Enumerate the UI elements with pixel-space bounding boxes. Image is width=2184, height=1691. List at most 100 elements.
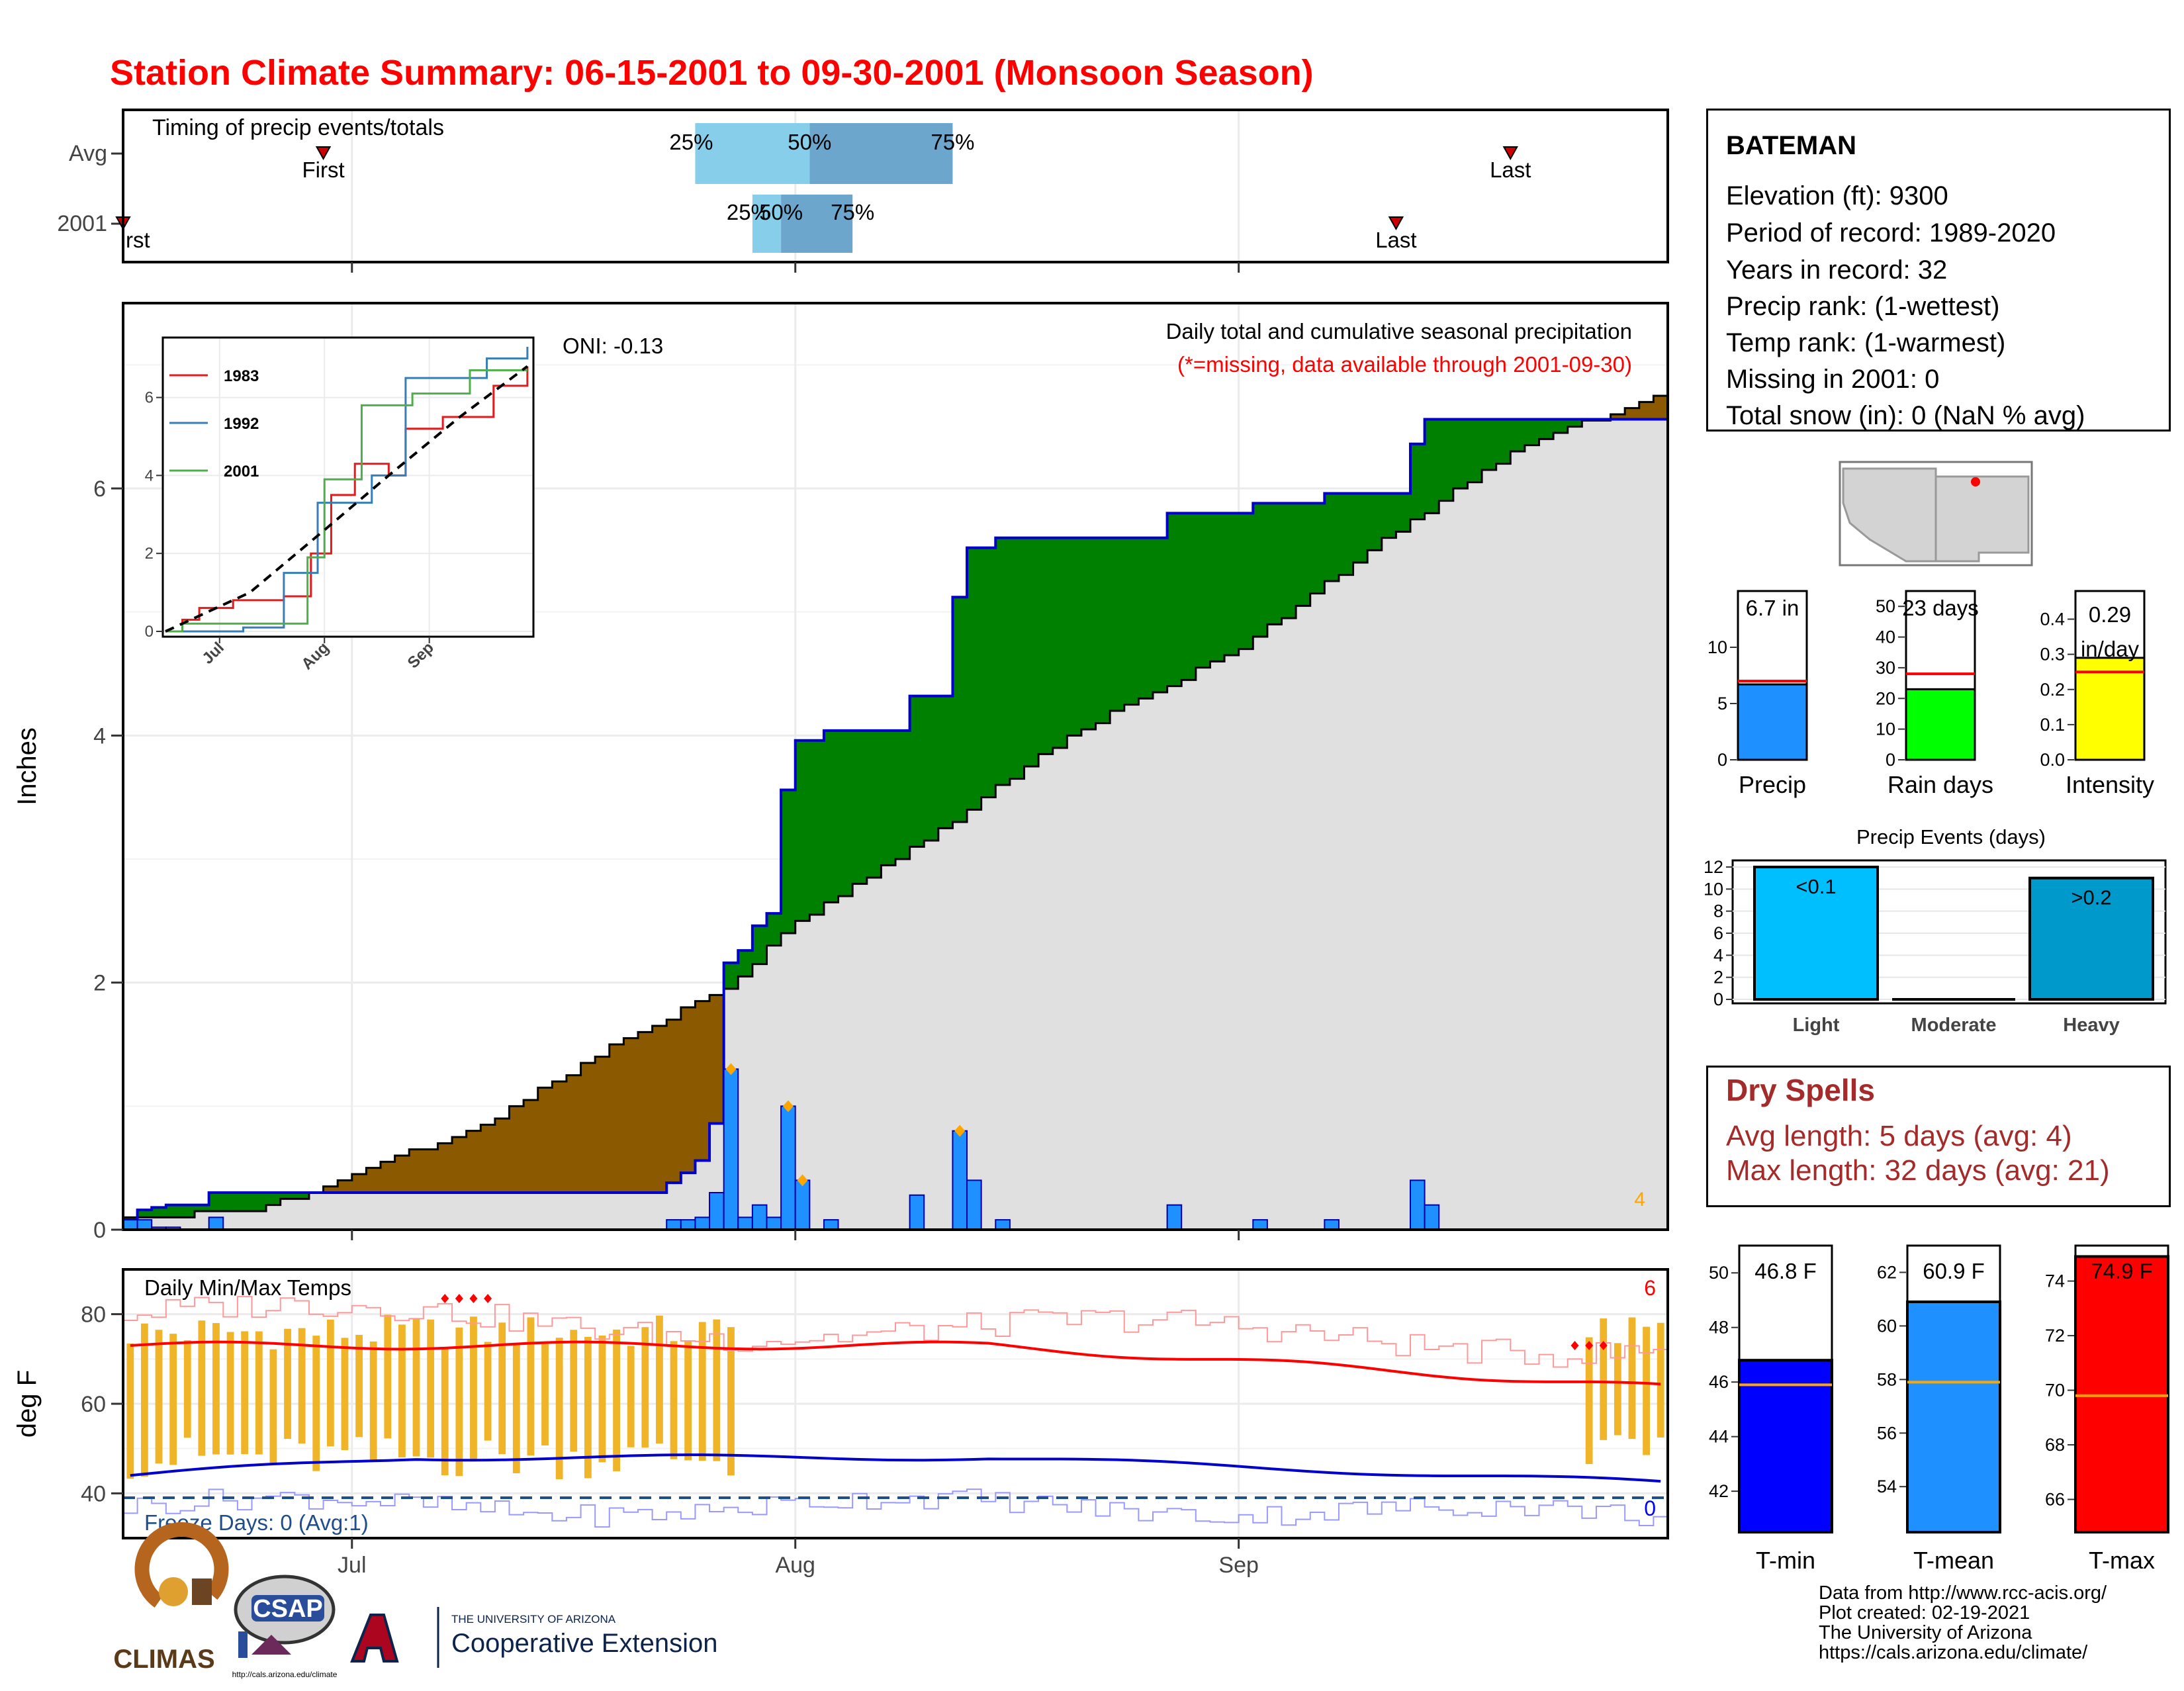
summary-tick-label-1-2: 20: [1876, 688, 1895, 708]
daily-temp-range-bar: [1657, 1322, 1664, 1438]
events-bar-label-0: <0.1: [1796, 875, 1836, 898]
temp-summary-tick-label-1-3: 60: [1877, 1316, 1897, 1336]
temp-panel-title: Daily Min/Max Temps: [144, 1275, 351, 1300]
precip-surplus-segment: [1453, 419, 1469, 488]
daily-temp-range-bar: [226, 1332, 234, 1455]
precip-ytick-label-2: 4: [93, 723, 106, 749]
summary-bars: 0 5 10 6.7 in Precip 0 10 20 30 40 50 23 days Rain d…: [1707, 590, 2154, 798]
precip-surplus-segment: [1496, 419, 1511, 464]
precip-panel-subtitle: (*=missing, data available through 2001-…: [1177, 352, 1632, 377]
inset-ytick-label-3: 6: [145, 389, 154, 407]
daily-temp-range-bar: [269, 1349, 277, 1463]
precip-surplus-segment: [208, 1193, 224, 1211]
station-name: BATEMAN: [1726, 131, 1857, 160]
precip-surplus-segment: [738, 950, 753, 977]
station-missing: Missing in 2001: 0: [1726, 365, 1940, 394]
timing-first-label-Avg: First: [302, 158, 344, 182]
precip-surplus-segment: [1238, 513, 1253, 649]
hot-days-count: 6: [1644, 1276, 1656, 1300]
precip-2001-cumulative-line: [123, 418, 1668, 1222]
temp-summary-tick-label-2-0: 66: [2045, 1490, 2065, 1510]
daily-temp-range-bar: [698, 1322, 706, 1461]
summary-tick-label-2-0: 0.0: [2040, 750, 2065, 770]
precip-surplus-segment: [1567, 419, 1582, 427]
precip-surplus-segment: [1396, 493, 1411, 532]
daily-temp-range-bar: [155, 1330, 163, 1464]
precip-avg-area: [123, 396, 1668, 1230]
precip-surplus-segment: [1553, 419, 1569, 433]
precip-surplus-segment: [1095, 537, 1111, 723]
precip-surplus-segment: [1067, 537, 1082, 736]
temp-summary-tick-label-0-1: 44: [1709, 1427, 1729, 1447]
daily-temp-range-bar: [527, 1317, 535, 1456]
daily-temp-range-bar: [656, 1315, 663, 1444]
summary-tick-label-1-4: 40: [1876, 627, 1895, 647]
station-precip-rank: Precip rank: (1-wettest): [1726, 292, 2000, 321]
precip-ytick-label-0: 0: [93, 1218, 106, 1243]
precip-surplus-segment: [1110, 537, 1125, 711]
events-tick-label-3: 6: [1713, 923, 1723, 943]
summary-tick-label-0-0: 0: [1717, 750, 1727, 770]
daily-precip-bar-17: [952, 1130, 968, 1230]
timing-q25-label-2001: 25%: [727, 200, 770, 224]
temp-record-marker-3: [484, 1293, 492, 1303]
daily-temp-range-bar: [555, 1338, 563, 1480]
daily-temp-range-bar: [627, 1346, 635, 1447]
timing-last-label-2001: Last: [1375, 228, 1416, 252]
summary-value-1: 23 days: [1902, 596, 1979, 620]
credit-data-source: Data from http://www.rcc-acis.org/: [1819, 1582, 2107, 1604]
daily-temp-range-bar: [369, 1341, 377, 1460]
precip-ytick-label-3: 6: [93, 477, 106, 502]
precip-ytick-label-1: 2: [93, 971, 106, 996]
precip-surplus-segment: [1224, 513, 1240, 655]
daily-temp-range-bar: [312, 1336, 320, 1471]
xaxis-tick-label-1: Aug: [775, 1553, 815, 1578]
precip-surplus-segment: [165, 1205, 181, 1218]
precip-deficit-segment: [366, 1167, 381, 1193]
daily-precip-bar-1: [136, 1219, 153, 1230]
dry-spells-title: Dry Spells: [1726, 1073, 1875, 1107]
timing-first-marker-Avg: [315, 146, 332, 161]
precip-surplus-segment: [266, 1193, 281, 1205]
cold-days-count: 0: [1644, 1496, 1656, 1520]
precip-surplus-segment: [1195, 513, 1211, 668]
precip-deficit-segment: [338, 1180, 353, 1193]
daily-precip-bar-11: [751, 1204, 768, 1230]
temp-avg-max-line: [130, 1340, 1661, 1386]
daily-precip-bar-7: [694, 1216, 711, 1231]
summary-tick-label-1-5: 50: [1876, 596, 1895, 616]
precip-surplus-segment: [280, 1193, 295, 1199]
daily-precip-bar-13: [780, 1105, 796, 1231]
events-bar-2: [2028, 876, 2154, 1001]
station-info-box: [1706, 109, 2171, 432]
temp-record-marker-1: [455, 1293, 463, 1303]
precip-surplus-segment: [223, 1193, 238, 1211]
timing-row-label-2001: 2001: [57, 211, 107, 236]
temp-summary-value-1: 60.9 F: [1923, 1259, 1985, 1283]
daily-temp-range-bar: [1600, 1318, 1608, 1440]
precip-deficit-segment: [480, 1124, 496, 1193]
daily-temp-range-bar: [298, 1328, 306, 1444]
timing-bar-q50-q75-Avg: [809, 123, 953, 184]
summary-value-2: 0.29: [2089, 602, 2131, 627]
summary-tick-label-0-1: 5: [1717, 694, 1727, 713]
daily-precip-bar-21: [1252, 1219, 1268, 1230]
precip-deficit-segment: [709, 995, 725, 1124]
timing-bar-q25-q50-Avg: [695, 123, 810, 184]
precip-surplus-segment: [924, 696, 939, 841]
summary-bar-1: [1905, 688, 1976, 761]
temp-summary-tick-label-1-0: 54: [1877, 1477, 1897, 1496]
events-category-0: Light: [1793, 1015, 1840, 1036]
events-tick-label-4: 8: [1713, 901, 1723, 921]
climas-logo: CLIMAS: [113, 1522, 229, 1674]
events-tick-label-2: 4: [1713, 945, 1723, 965]
temp-summary-tick-label-2-3: 72: [2045, 1326, 2065, 1346]
credit-url: https://cals.arizona.edu/climate/: [1819, 1642, 2088, 1663]
inset-ytick-label-1: 2: [145, 545, 154, 563]
summary-bar-2: [2074, 657, 2146, 761]
precip-surplus-segment: [1281, 503, 1297, 618]
daily-precip-bar-18: [966, 1179, 982, 1231]
summary-label-1: Rain days: [1888, 771, 1993, 798]
precip-record-marker-0: [725, 1063, 737, 1075]
